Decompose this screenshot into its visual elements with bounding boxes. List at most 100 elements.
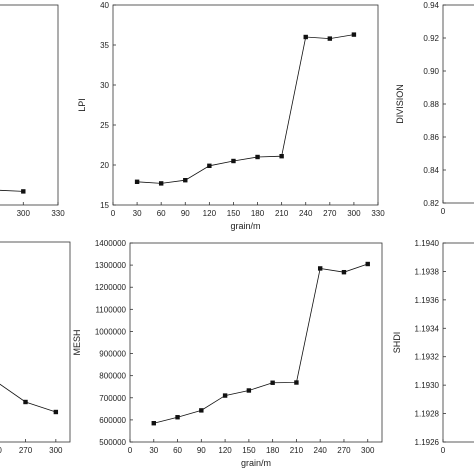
data-point xyxy=(351,32,357,37)
plot-frame xyxy=(112,4,379,206)
x-tick-label: 300 xyxy=(347,209,361,218)
data-point xyxy=(207,163,212,168)
x-tick-label: 0 xyxy=(111,209,116,218)
y-tick-label: 40 xyxy=(100,1,109,10)
y-tick-label: 1.1938 xyxy=(415,267,440,276)
chart-lpi: 0 30 60 90 120 150 180 210 240 270 300 330 15 20 25 30 3… xyxy=(77,1,385,231)
x-tick-label: 180 xyxy=(266,446,280,455)
data-point xyxy=(151,421,156,426)
data-point xyxy=(134,179,140,184)
x-tick-label: 150 xyxy=(242,446,256,455)
series-line xyxy=(153,263,368,424)
series-line xyxy=(137,34,354,184)
data-point xyxy=(222,393,228,398)
x-tick-label: 90 xyxy=(181,209,190,218)
y-tick-label: 1.1936 xyxy=(415,296,440,305)
data-point xyxy=(294,380,299,385)
x-tick-label: 60 xyxy=(157,209,166,218)
y-tick-label: 600000 xyxy=(99,416,126,425)
x-tick-label: 180 xyxy=(251,209,265,218)
x-tick-label: 90 xyxy=(197,446,206,455)
y-tick-label: 1300000 xyxy=(95,261,127,270)
data-point xyxy=(21,189,26,194)
x-tick-label: 270 xyxy=(337,446,351,455)
y-tick-label: 500000 xyxy=(99,438,126,447)
y-tick-label: 1400000 xyxy=(95,239,127,248)
y-tick-label: 1.1934 xyxy=(415,324,440,333)
plot-frame xyxy=(0,4,59,206)
plot-frame xyxy=(0,241,71,443)
data-point xyxy=(303,34,308,40)
x-tick-label: 0 xyxy=(441,446,446,455)
x-tick-label: 300 xyxy=(361,446,375,455)
data-point xyxy=(255,154,260,160)
x-tick-label: 30 xyxy=(149,446,158,455)
x-tick-label: 240 xyxy=(0,446,2,455)
y-axis-label: LPI xyxy=(77,98,87,112)
y-tick-label: 1.1928 xyxy=(415,410,440,419)
x-axis-label: grain/m xyxy=(241,458,271,468)
data-point xyxy=(183,178,188,183)
y-tick-label: 700000 xyxy=(99,394,126,403)
x-tick-label: 240 xyxy=(314,446,328,455)
y-axis-label: SHDI xyxy=(392,332,402,354)
y-tick-label: 0.82 xyxy=(423,199,439,208)
x-tick-label: 330 xyxy=(371,209,385,218)
y-tick-label: 1.1926 xyxy=(415,438,440,447)
x-tick-label: 300 xyxy=(17,209,31,218)
x-tick-label: 0 xyxy=(128,446,133,455)
y-tick-label: 0.84 xyxy=(423,166,439,175)
data-point xyxy=(365,261,370,267)
x-axis-label: grain/m xyxy=(230,221,260,231)
x-tick-label: 60 xyxy=(173,446,182,455)
data-point xyxy=(279,154,284,159)
plot-frame xyxy=(442,242,474,443)
data-point xyxy=(23,399,28,405)
y-tick-label: 35 xyxy=(100,41,109,50)
x-tick-label: 270 xyxy=(19,446,33,455)
y-axis-label: DIVISION xyxy=(395,84,405,124)
y-tick-label: 0.86 xyxy=(423,133,439,142)
data-point xyxy=(341,269,347,275)
x-tick-label: 120 xyxy=(203,209,217,218)
x-tick-label: 30 xyxy=(133,209,142,218)
y-tick-label: 20 xyxy=(100,161,109,170)
y-tick-label: 1000000 xyxy=(95,327,127,336)
x-tick-label: 240 xyxy=(299,209,313,218)
data-point xyxy=(327,36,333,41)
y-tick-label: 900000 xyxy=(99,350,126,359)
data-point xyxy=(158,181,164,186)
y-tick-label: 800000 xyxy=(99,372,126,381)
plot-frame xyxy=(442,4,474,204)
y-tick-label: 1.1940 xyxy=(415,239,440,248)
x-tick-label: 210 xyxy=(290,446,304,455)
y-tick-label: 15 xyxy=(100,201,109,210)
data-point xyxy=(270,380,275,385)
x-tick-label: 120 xyxy=(218,446,232,455)
x-tick-label: 150 xyxy=(227,209,241,218)
y-tick-label: 30 xyxy=(100,81,109,90)
y-tick-label: 1100000 xyxy=(95,305,126,314)
y-tick-label: 0.94 xyxy=(423,1,439,10)
x-tick-label: 270 xyxy=(323,209,337,218)
chart-left-bottom: 240 270 300 xyxy=(0,241,71,455)
y-tick-label: 1200000 xyxy=(95,283,127,292)
plot-frame xyxy=(129,242,383,443)
series-line xyxy=(0,383,56,413)
y-tick-label: 0.92 xyxy=(423,34,439,43)
y-axis-label: MESH xyxy=(72,329,82,355)
data-point xyxy=(199,408,204,413)
y-tick-label: 25 xyxy=(100,121,109,130)
chart-shdi: 0301.19261.19281.19301.19321.19341.19361… xyxy=(392,239,474,455)
data-point xyxy=(246,388,252,393)
y-tick-label: 0.90 xyxy=(423,67,439,76)
data-point xyxy=(53,409,59,415)
data-point xyxy=(175,415,180,420)
data-point xyxy=(317,266,323,271)
data-point xyxy=(231,158,236,164)
y-tick-label: 0.88 xyxy=(423,100,439,109)
x-tick-label: 210 xyxy=(275,209,289,218)
